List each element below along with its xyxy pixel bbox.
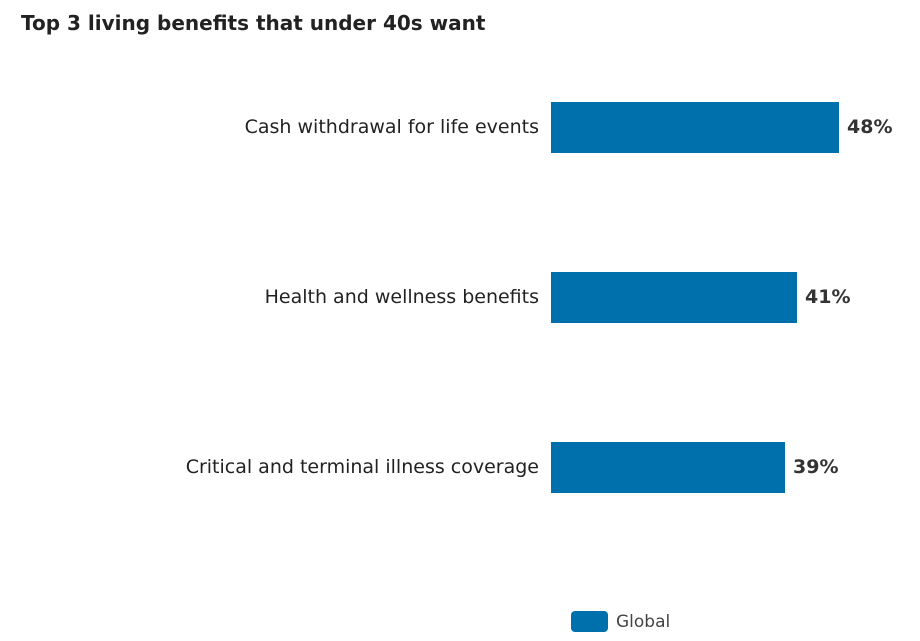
bar-2 — [551, 272, 797, 323]
legend-label-global: Global — [616, 611, 671, 632]
bar-3 — [551, 442, 785, 493]
value-label-3: 39% — [793, 456, 838, 478]
legend-swatch — [571, 611, 608, 632]
bars-layer: Cash withdrawal for life events 48% Health… — [186, 102, 892, 493]
category-label-1: Cash withdrawal for life events — [245, 116, 539, 138]
bar-1 — [551, 102, 839, 153]
category-label-2: Health and wellness benefits — [265, 286, 539, 308]
category-label-3: Critical and terminal illness coverage — [186, 456, 539, 478]
value-label-1: 48% — [847, 116, 892, 138]
legend: Global — [571, 611, 670, 632]
value-label-2: 41% — [805, 286, 850, 308]
chart-title: Top 3 living benefits that under 40s wan… — [21, 11, 486, 35]
